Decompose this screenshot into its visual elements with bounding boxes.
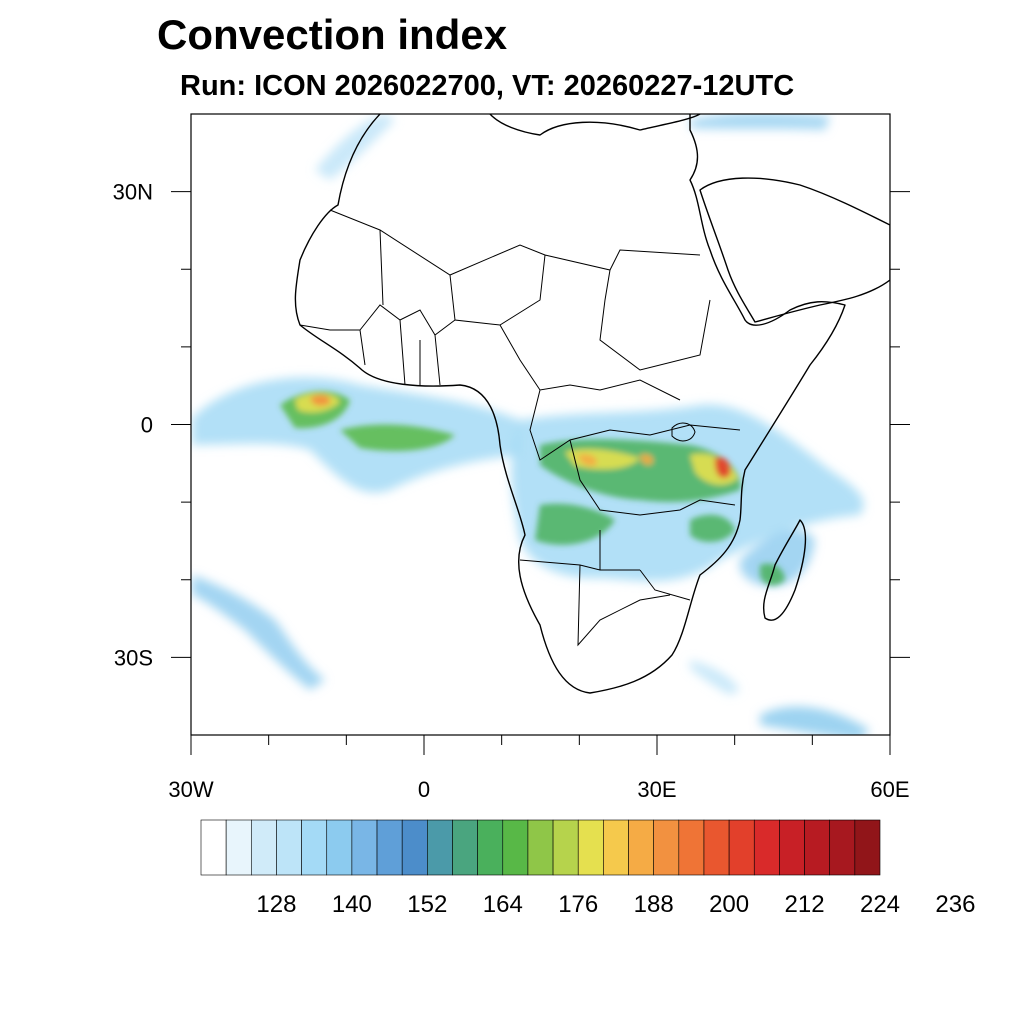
colorbar-swatch: [401, 819, 428, 876]
colorbar-swatch: [603, 819, 629, 876]
convection-field: [192, 114, 870, 735]
africa-coastline: [294, 114, 846, 694]
colorbar: [200, 819, 881, 876]
coastlines: [294, 114, 890, 694]
axis-tick-labels: 30W 0 30E 60E 30N 0 30S: [113, 180, 910, 802]
map-area: [192, 114, 890, 735]
colorbar-swatch: [427, 819, 453, 876]
colorbar-swatch: [225, 819, 252, 876]
colorbar-swatch: [351, 819, 378, 876]
colorbar-swatch: [779, 819, 805, 876]
border-west-africa: [299, 304, 456, 386]
colorbar-label: 224: [860, 891, 900, 918]
x-tick-label: 0: [418, 777, 430, 802]
field-south-atlantic-band: [192, 575, 325, 690]
axis-ticks: [171, 191, 910, 755]
colorbar-swatch: [854, 819, 881, 876]
field-atlantic-max: [310, 394, 331, 406]
colorbar-swatch: [753, 819, 780, 876]
colorbar-swatch: [728, 819, 755, 876]
colorbar-swatch: [276, 819, 302, 876]
colorbar-swatch: [452, 819, 478, 876]
colorbar-swatch: [376, 819, 403, 876]
field-congo-orange: [578, 454, 654, 466]
colorbar-swatch: [552, 819, 579, 876]
border-southern-africa: [519, 530, 691, 647]
colorbar-swatch: [477, 819, 504, 876]
colorbar-swatch: [653, 819, 680, 876]
country-borders: [299, 209, 741, 647]
x-tick-label: 30W: [168, 777, 213, 802]
colorbar-label: 164: [483, 891, 523, 918]
colorbar-label: 140: [332, 891, 372, 918]
field-congo-yellow: [565, 449, 738, 485]
colorbar-label: 200: [709, 891, 749, 918]
colorbar-swatch: [703, 819, 730, 876]
border-central-africa: [499, 324, 741, 516]
y-tick-label: 30S: [114, 645, 153, 670]
field-madagascar-light: [739, 529, 815, 586]
x-tick-label: 30E: [637, 777, 676, 802]
colorbar-swatch: [527, 819, 554, 876]
colorbar-swatch: [804, 819, 831, 876]
colorbar-swatch: [326, 819, 353, 876]
colorbar-label: 236: [935, 891, 975, 918]
colorbar-swatch: [250, 819, 277, 876]
y-tick-label: 0: [141, 413, 153, 438]
colorbar-label: 152: [407, 891, 447, 918]
chart-title: Convection index: [157, 11, 508, 58]
field-tanzania-max: [714, 457, 731, 478]
field-arabia-north: [690, 114, 830, 130]
field-southern-indian-ocean: [760, 706, 870, 735]
colorbar-label: 128: [256, 891, 296, 918]
colorbar-swatch: [628, 819, 654, 876]
field-south-africa-coast: [690, 660, 740, 695]
field-north-africa-streak: [315, 114, 395, 180]
colorbar-swatch: [301, 819, 328, 876]
arabia-coastline: [699, 177, 890, 323]
colorbar-swatch: [829, 819, 856, 876]
colorbar-labels: 128 140 152 164 176 188 200 212 224 236: [256, 891, 975, 918]
colorbar-swatch: [200, 819, 227, 876]
lake-victoria: [671, 422, 696, 442]
madagascar-coastline: [763, 519, 807, 621]
border-north-africa: [329, 209, 711, 371]
chart-subtitle: Run: ICON 2026022700, VT: 20260227-12UTC: [180, 70, 795, 102]
x-tick-label: 60E: [870, 777, 909, 802]
colorbar-label: 176: [558, 891, 598, 918]
europe-coastline: [489, 114, 701, 136]
colorbar-swatch: [577, 819, 604, 876]
colorbar-label: 188: [634, 891, 674, 918]
colorbar-swatch: [678, 819, 705, 876]
colorbar-label: 212: [785, 891, 825, 918]
colorbar-swatch: [502, 819, 529, 876]
y-tick-label: 30N: [113, 180, 153, 205]
